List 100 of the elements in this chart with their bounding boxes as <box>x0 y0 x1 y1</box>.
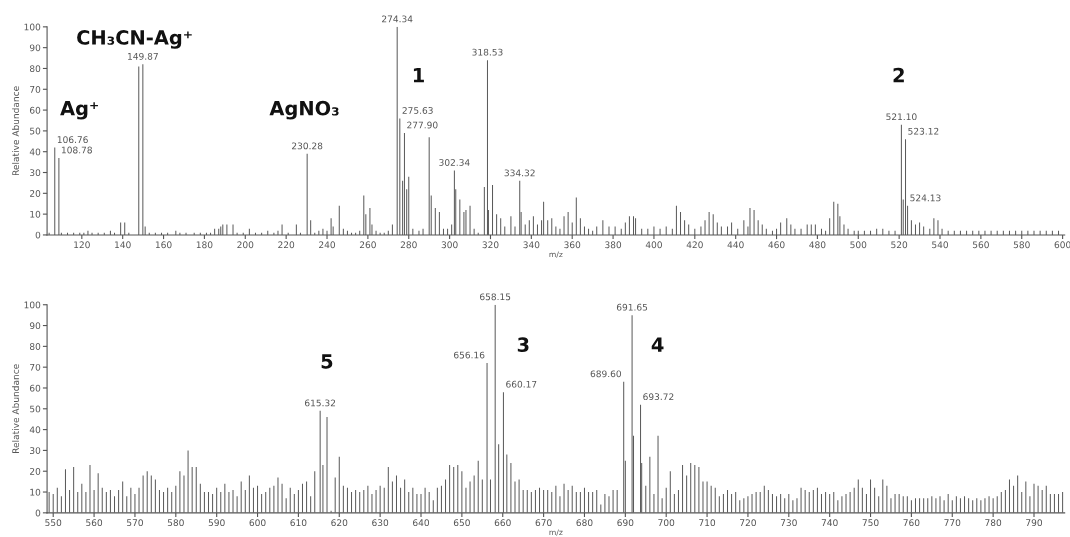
x-tick-label: 760 <box>903 519 920 527</box>
y-tick-label: 70 <box>30 363 41 371</box>
x-tick-label: 710 <box>699 519 716 527</box>
annotation: 5 <box>321 354 333 369</box>
y-tick-label: 10 <box>30 210 41 218</box>
x-tick-label: 600 <box>249 519 266 527</box>
y-tick-label: 30 <box>30 169 41 177</box>
annotation: 689.60 <box>590 370 622 378</box>
y-tick-label: 70 <box>30 86 41 93</box>
annotation: 275.63 <box>402 107 433 114</box>
x-tick-label: 220 <box>278 241 295 249</box>
y-axis-title: Relative Abundance <box>12 86 20 176</box>
x-tick-label: 460 <box>768 241 785 249</box>
x-tick-label: 620 <box>331 519 348 527</box>
x-tick-label: 360 <box>564 241 581 249</box>
x-tick-label: 400 <box>645 241 662 249</box>
annotation: 693.72 <box>643 393 674 401</box>
y-tick-label: 80 <box>29 65 41 73</box>
y-tick-label: 0 <box>35 509 41 517</box>
annotation: 691.65 <box>616 303 648 311</box>
x-tick-label: 340 <box>523 241 540 249</box>
x-tick-label: 140 <box>115 241 131 249</box>
y-tick-label: 100 <box>24 301 41 309</box>
annotation: 4 <box>651 337 664 352</box>
x-tick-label: 280 <box>400 241 417 249</box>
x-tick-label: 720 <box>740 519 756 527</box>
annotation: 334.32 <box>504 169 535 177</box>
x-tick-label: 260 <box>359 241 376 249</box>
y-tick-label: 10 <box>30 488 41 496</box>
y-tick-label: 40 <box>29 426 41 434</box>
annotation: AgNO₃ <box>269 100 339 120</box>
annotation: 318.53 <box>472 48 503 56</box>
x-tick-label: 200 <box>237 241 254 249</box>
y-tick-label: 60 <box>29 384 41 392</box>
x-tick-label: 680 <box>576 519 593 527</box>
x-tick-label: 690 <box>617 519 634 527</box>
x-tick-label: 580 <box>167 519 184 527</box>
x-tick-label: 120 <box>74 241 90 249</box>
x-tick-label: 730 <box>780 519 797 527</box>
y-tick-label: 20 <box>30 467 41 475</box>
x-tick-label: 240 <box>319 241 336 249</box>
y-tick-label: 90 <box>29 44 41 52</box>
x-tick-label: 630 <box>372 519 389 527</box>
annotation: Ag⁺ <box>60 101 98 120</box>
y-tick-label: 60 <box>29 106 41 114</box>
x-tick-label: 560 <box>86 519 103 527</box>
x-tick-label: 640 <box>413 519 430 527</box>
y-tick-label: 30 <box>30 447 41 454</box>
x-tick-label: 440 <box>727 241 744 249</box>
x-tick-label: 780 <box>985 519 1002 527</box>
annotation: 660.17 <box>506 380 537 388</box>
x-tick-label: 570 <box>127 519 143 527</box>
y-tick-label: 20 <box>30 190 41 197</box>
y-tick-label: 40 <box>29 148 41 156</box>
x-tick-label: 500 <box>850 241 867 249</box>
annotation: 615.32 <box>304 399 336 407</box>
y-tick-label: 80 <box>29 343 41 350</box>
x-tick-label: 610 <box>290 519 307 527</box>
annotation: 656.16 <box>454 351 485 359</box>
annotation: 302.34 <box>439 159 470 166</box>
x-tick-label: 480 <box>809 241 826 249</box>
x-tick-label: 670 <box>535 519 552 527</box>
x-tick-label: 540 <box>932 241 949 249</box>
annotation: 106.76 <box>57 136 88 144</box>
x-tick-label: 180 <box>196 241 213 249</box>
x-tick-label: 740 <box>821 519 838 527</box>
x-tick-label: 660 <box>494 519 511 527</box>
x-tick-label: 160 <box>155 241 172 249</box>
x-tick-label: 520 <box>891 241 908 249</box>
annotation: 658.15 <box>480 293 511 301</box>
annotation: 3 <box>517 337 529 353</box>
annotation: 523.12 <box>908 127 939 135</box>
x-tick-label: 320 <box>482 241 499 249</box>
annotation: 108.78 <box>61 146 92 154</box>
annotation: 524.13 <box>910 194 941 202</box>
y-tick-label: 50 <box>30 405 41 413</box>
annotation: 274.34 <box>382 15 413 23</box>
x-tick-label: 750 <box>862 519 879 527</box>
x-tick-label: 560 <box>972 241 989 249</box>
y-tick-label: 0 <box>35 231 41 239</box>
x-tick-label: 590 <box>208 519 225 527</box>
annotation: 149.87 <box>128 52 158 60</box>
x-tick-label: 380 <box>605 241 622 249</box>
annotation: 521.10 <box>886 113 917 121</box>
annotation: 230.28 <box>292 142 323 150</box>
annotation: 277.90 <box>407 121 438 129</box>
x-tick-label: 600 <box>1054 241 1070 249</box>
x-tick-label: 770 <box>944 519 961 527</box>
x-tick-label: 650 <box>453 519 470 527</box>
x-tick-label: 700 <box>658 519 675 527</box>
x-tick-label: 790 <box>1026 519 1043 527</box>
x-tick-label: 550 <box>45 519 62 527</box>
x-tick-label: 300 <box>441 241 458 249</box>
annotation: CH₃CN-Ag⁺ <box>77 30 192 49</box>
y-tick-label: 100 <box>24 23 41 31</box>
y-tick-label: 90 <box>29 322 41 330</box>
annotation: 1 <box>413 67 424 83</box>
y-axis-title: Relative Abundance <box>12 364 20 453</box>
annotation: 2 <box>893 67 904 83</box>
x-tick-label: 420 <box>686 241 703 249</box>
